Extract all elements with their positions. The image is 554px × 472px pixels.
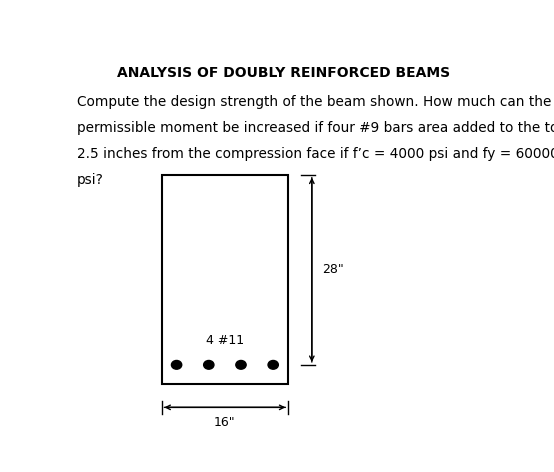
Bar (162, 175, 288, 384)
Text: 28": 28" (322, 263, 345, 276)
Circle shape (204, 361, 214, 369)
Circle shape (236, 361, 246, 369)
Text: Compute the design strength of the beam shown. How much can the: Compute the design strength of the beam … (77, 95, 551, 109)
Text: 4 #11: 4 #11 (206, 334, 244, 346)
Text: 16": 16" (214, 416, 235, 430)
Text: permissible moment be increased if four #9 bars area added to the top: permissible moment be increased if four … (77, 121, 554, 135)
Text: psi?: psi? (77, 173, 104, 187)
Circle shape (171, 361, 182, 369)
Circle shape (268, 361, 278, 369)
Text: 2.5 inches from the compression face if f’c = 4000 psi and fy = 60000: 2.5 inches from the compression face if … (77, 147, 554, 161)
Text: ANALYSIS OF DOUBLY REINFORCED BEAMS: ANALYSIS OF DOUBLY REINFORCED BEAMS (117, 66, 450, 80)
